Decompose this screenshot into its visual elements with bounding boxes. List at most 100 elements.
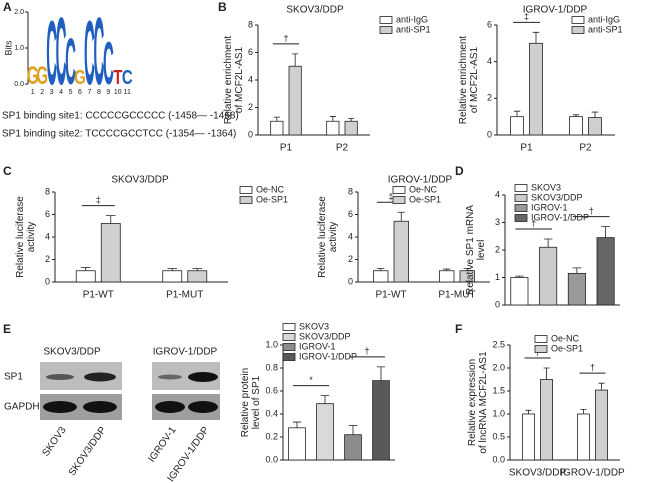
legend-label: IGROV-1 (531, 202, 568, 212)
legend-label: Oe-SP1 (409, 194, 441, 204)
error-bar (543, 367, 550, 380)
legend-swatch (514, 184, 528, 192)
y-tick-label: 6 (45, 209, 50, 219)
y-tick-label: 0.8 (265, 362, 278, 372)
legend-label: IGROV-1/DDP (531, 212, 589, 222)
legend-swatch (534, 335, 548, 343)
bar (162, 270, 183, 283)
y-axis-label: Relative enrichment (458, 36, 469, 125)
error-bar (601, 226, 610, 238)
error-bar (572, 267, 582, 274)
error-bar (329, 116, 336, 122)
lane-label: IGROV-1 (146, 425, 179, 465)
y-tick-label: 0 (348, 276, 353, 286)
error-bar (106, 215, 116, 224)
bar (288, 427, 306, 461)
y-axis-label: activity (328, 222, 339, 253)
y-tick-label: 2.0 (492, 362, 505, 372)
position-label: 8 (97, 89, 101, 96)
legend-swatch (379, 26, 393, 34)
logo-letter: T (113, 66, 122, 89)
y-tick-label: 4 (348, 231, 353, 241)
logo-letter: C (84, 2, 95, 104)
y-tick-label: 3 (495, 217, 500, 227)
position-label: 7 (88, 89, 92, 96)
y-tick-label: 4 (487, 56, 492, 66)
error-bar (273, 116, 280, 122)
bar (270, 120, 284, 136)
panel-label: E (3, 322, 11, 336)
y-tick-label: 2.5 (492, 339, 505, 349)
legend-label: Oe-SP1 (256, 194, 288, 204)
tick-label: 0.0 (14, 81, 24, 88)
y-axis-label: level (476, 240, 487, 261)
x-tick-label: P1-MUT (438, 290, 475, 301)
error-bar (348, 118, 355, 122)
y-tick-label: 6 (487, 19, 492, 29)
tick-label: 1.0 (14, 45, 24, 52)
band (83, 401, 117, 413)
legend-label: Oe-NC (551, 333, 580, 343)
position-label: 4 (59, 89, 63, 96)
western-blot: SKOV3/DDP IGROV-1/DDP SP1 GAPDH SKOV3 SK… (4, 347, 220, 483)
significance-label: ‡ (96, 195, 101, 205)
error-bar (532, 31, 540, 44)
blot-group: SKOV3/DDP (43, 347, 101, 358)
y-tick-label: 0.4 (265, 408, 278, 418)
bar (539, 246, 558, 306)
error-bar (348, 425, 358, 435)
bar (372, 380, 390, 461)
legend-label: Oe-NC (409, 184, 438, 194)
legend-label: anti-SP1 (588, 24, 623, 34)
y-tick-label: 2 (248, 102, 253, 112)
x-tick-label: P1 (280, 143, 293, 154)
legend-swatch (239, 186, 253, 194)
bar (522, 413, 535, 461)
logo-letter: C (103, 30, 114, 97)
logo-letter: G (36, 62, 48, 90)
error-bar (543, 238, 553, 248)
legend-swatch (282, 343, 296, 351)
legend-label: anti-IgG (396, 14, 428, 24)
logo-letter: C (65, 26, 76, 99)
bar (393, 220, 409, 283)
bar (187, 270, 208, 283)
y-tick-label: 8 (348, 186, 353, 196)
error-bar (80, 266, 91, 271)
bar (344, 120, 358, 136)
position-label: 9 (106, 89, 110, 96)
x-tick-label: P1-WT (375, 290, 406, 301)
error-bar (292, 53, 299, 67)
position-label: 2 (40, 89, 44, 96)
y-tick-label: 0 (487, 129, 492, 139)
error-bar (443, 268, 451, 271)
y-tick-label: 0.0 (265, 454, 278, 464)
legend-swatch (392, 196, 406, 204)
significance-label: † (589, 206, 594, 216)
position-label: 11 (124, 89, 131, 96)
y-axis-label: Relative SP1 mRNA (465, 205, 476, 295)
error-bar (397, 211, 405, 222)
significance-label: * (309, 375, 313, 385)
lane-label: SKOV3/DDP (67, 425, 109, 478)
panel-label: A (3, 0, 12, 14)
y-tick-label: 1.0 (265, 339, 278, 349)
y-tick-label: 2 (487, 93, 492, 103)
band (155, 401, 185, 413)
legend-label: anti-SP1 (396, 24, 431, 34)
binding-site: SP1 binding site1: CCCCCGCCCCC (-1458— -… (2, 111, 239, 122)
legend-label: IGROV-1/DDP (299, 351, 357, 361)
legend-swatch (571, 16, 585, 24)
chart-title: IGROV-1/DDP (523, 5, 588, 16)
y-tick-label: 0.5 (492, 431, 505, 441)
error-bar (320, 395, 330, 404)
legend-swatch (282, 333, 296, 341)
bar (439, 270, 455, 283)
legend-swatch (514, 194, 528, 202)
position-label: 5 (69, 89, 73, 96)
logo-letter: C (93, 0, 104, 105)
y-tick-label: 4 (45, 231, 50, 241)
legend-swatch (392, 186, 406, 194)
y-tick-label: 0.6 (265, 385, 278, 395)
